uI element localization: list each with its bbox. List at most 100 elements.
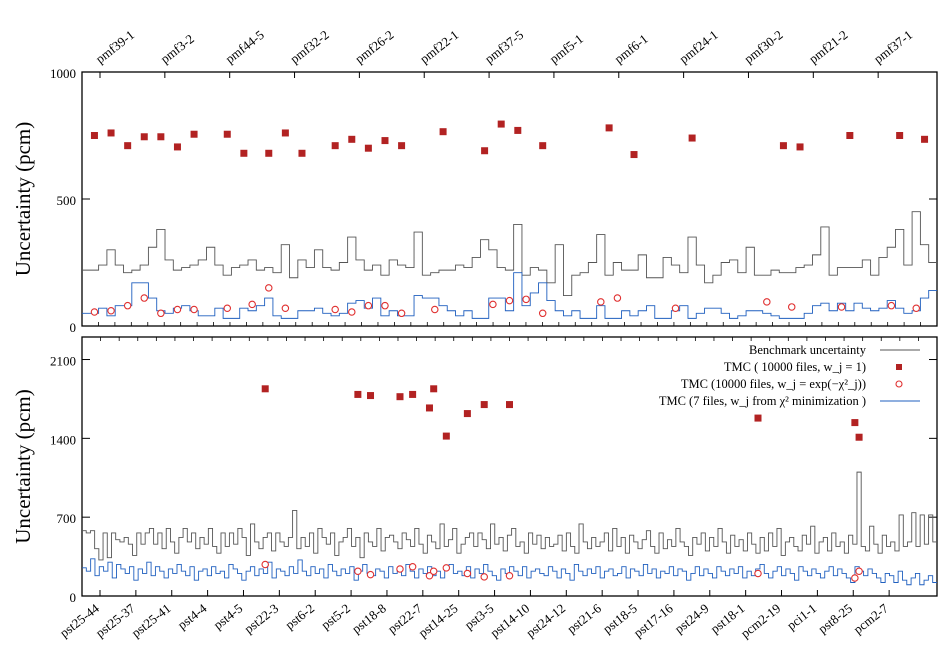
plot-frame — [81, 336, 938, 597]
data-point-circle — [173, 305, 182, 314]
data-point-square — [396, 393, 404, 401]
data-point-square — [506, 401, 513, 409]
data-point-circle — [463, 569, 472, 578]
data-point-square — [140, 133, 148, 141]
x-tick-label-bottom: pst18-8 — [349, 601, 389, 637]
data-point-circle — [265, 284, 273, 292]
y-tick-label: 0 — [70, 320, 77, 335]
data-point-circle — [489, 300, 497, 309]
data-point-square — [261, 385, 269, 393]
data-point-square — [173, 143, 181, 151]
data-point-circle — [90, 308, 99, 316]
x-tick-label-top: pmf37-1 — [871, 27, 916, 66]
data-point-square — [348, 135, 356, 143]
data-point-circle — [855, 567, 863, 575]
legend-label: TMC (7 files, w_j from χ² minimization ) — [659, 394, 866, 408]
data-point-circle — [140, 294, 149, 302]
x-tick-label-top: pmf44-5 — [222, 27, 267, 66]
data-point-square — [398, 142, 406, 150]
data-point-circle — [505, 296, 514, 305]
data-point-circle — [431, 305, 439, 314]
x-tick-label-bottom: pci1-1 — [784, 601, 819, 633]
data-point-square — [921, 135, 929, 143]
data-point-circle — [425, 571, 434, 580]
y-tick-label: 1000 — [50, 66, 76, 81]
data-point-square — [442, 432, 450, 440]
y-tick-label: 1400 — [50, 432, 76, 447]
legend-label: TMC (10000 files, w_j = exp(−χ²_j)) — [681, 377, 866, 391]
x-tick-label-bottom: pst4-4 — [175, 600, 210, 632]
data-point-circle — [429, 567, 438, 575]
data-point-square — [354, 390, 362, 398]
series-line-1 — [82, 272, 937, 319]
y-tick-label: 500 — [57, 193, 77, 208]
data-point-circle — [190, 305, 198, 314]
data-point-circle — [851, 574, 859, 582]
data-point-square — [514, 126, 522, 134]
data-point-square — [497, 120, 505, 128]
data-point-square — [481, 147, 489, 155]
data-point-circle — [157, 309, 165, 318]
data-point-square — [630, 151, 638, 159]
x-tick-label-top: pmf6-1 — [611, 31, 650, 66]
data-point-circle — [348, 308, 356, 316]
legend-label: TMC ( 10000 files, w_j = 1) — [724, 360, 866, 374]
x-tick-label-top: pmf30-2 — [741, 27, 786, 66]
data-point-square — [281, 129, 289, 137]
x-tick-label-top: pmf26-2 — [352, 27, 397, 66]
y-tick-label: 2100 — [50, 354, 76, 369]
data-point-square — [223, 130, 231, 138]
series-line-0 — [82, 211, 937, 296]
data-point-circle — [397, 309, 406, 318]
data-point-circle — [538, 309, 547, 318]
x-tick-label-top: pmf5-1 — [547, 31, 586, 66]
data-point-square — [124, 142, 132, 150]
data-point-circle — [671, 304, 680, 312]
x-tick-label-bottom: pst17-16 — [631, 600, 676, 640]
legend: Benchmark uncertainty TMC ( 10000 files, … — [659, 343, 920, 408]
y-axis-title: Uncertainty (pcm) — [11, 389, 35, 544]
data-point-square — [331, 142, 339, 150]
x-tick-label-bottom: pst22-3 — [241, 601, 281, 637]
x-tick-label-bottom: pst5-2 — [318, 601, 353, 633]
x-tick-label-bottom: pst14-25 — [415, 601, 460, 641]
x-tick-label-bottom: pst4-5 — [210, 601, 245, 633]
data-point-square — [855, 433, 863, 441]
x-tick-label-bottom: pst8-25 — [815, 601, 855, 637]
data-point-square — [851, 419, 859, 427]
x-tick-label-bottom: pst25-37 — [93, 600, 138, 640]
data-point-circle — [223, 304, 232, 312]
top-panel: 0 500 1000 Uncertainty (pcm) pmf39-1 pmf3-2 pm… — [11, 27, 938, 335]
data-point-circle — [364, 301, 373, 310]
x-tick-label-bottom: pst24-9 — [672, 601, 712, 637]
data-point-square — [190, 130, 198, 138]
data-point-circle — [522, 295, 530, 304]
data-point-circle — [261, 560, 269, 569]
data-point-square — [265, 149, 273, 157]
data-point-circle — [887, 301, 896, 310]
data-point-square — [896, 132, 904, 139]
data-point-square — [463, 410, 471, 418]
data-point-square — [779, 142, 787, 150]
data-point-square — [796, 143, 804, 151]
x-tick-label-bottom: pst14-10 — [487, 601, 532, 641]
x-tick-label-bottom: pst21-6 — [564, 600, 604, 636]
data-point-circle — [248, 300, 256, 309]
data-point-square — [298, 149, 306, 157]
x-tick-label-top: pmf39-1 — [93, 27, 138, 66]
data-point-circle — [381, 301, 389, 310]
y-tick-label: 700 — [57, 511, 77, 526]
series-line-0 — [82, 471, 937, 561]
x-tick-label-bottom: pst6-2 — [282, 601, 317, 633]
x-tick-label-top: pmf32-2 — [287, 27, 332, 66]
data-point-circle — [408, 562, 417, 571]
data-point-square — [364, 144, 372, 152]
data-point-square — [430, 385, 438, 393]
x-tick-label-top: pmf22-1 — [417, 27, 462, 66]
data-point-circle — [354, 567, 362, 575]
data-point-circle — [396, 565, 404, 573]
x-tick-label-top: pmf21-2 — [806, 27, 851, 66]
data-point-square — [107, 129, 115, 137]
